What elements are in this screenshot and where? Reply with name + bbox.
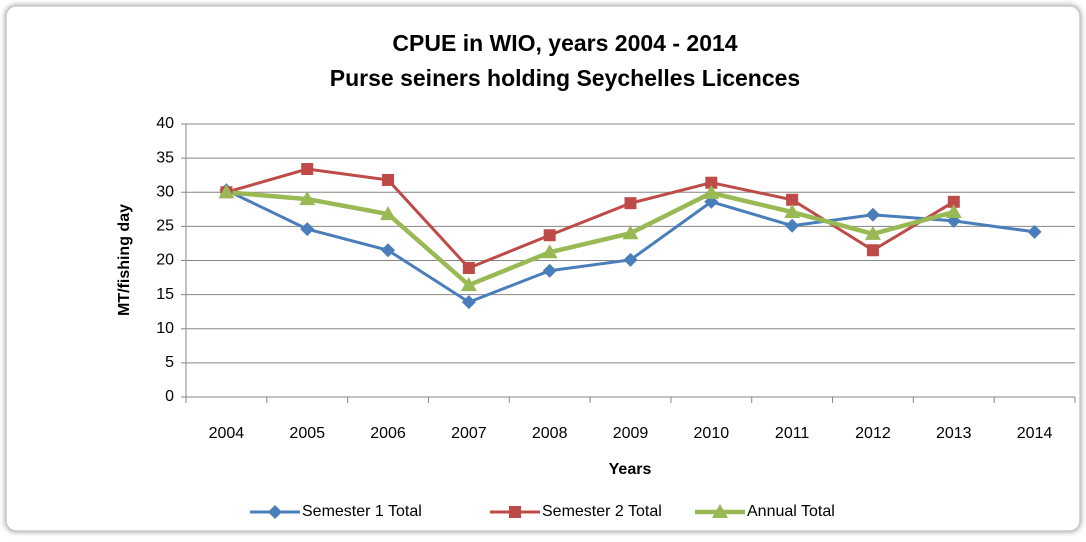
marker: [380, 206, 397, 221]
x-tick-label: 2008: [532, 425, 568, 442]
marker: [623, 252, 638, 267]
marker: [381, 243, 396, 258]
x-tick-label: 2009: [613, 425, 649, 442]
y-tick-label: 0: [165, 388, 174, 405]
chart-subtitle: Purse seiners holding Seychelles Licence…: [330, 65, 800, 91]
y-tick-label: 10: [156, 320, 174, 337]
marker: [462, 262, 475, 275]
legend-label: Annual Total: [747, 503, 835, 520]
x-tick-label: 2005: [289, 425, 325, 442]
marker: [784, 204, 801, 219]
marker: [945, 204, 962, 219]
legend-marker: [712, 504, 728, 518]
marker: [624, 197, 637, 210]
marker: [541, 244, 558, 259]
x-tick-label: 2011: [775, 425, 810, 442]
marker: [300, 222, 315, 237]
marker: [301, 163, 314, 176]
x-tick-label: 2013: [936, 425, 972, 442]
marker: [622, 225, 639, 240]
marker: [218, 184, 235, 199]
x-tick-label: 2007: [451, 425, 487, 442]
y-tick-label: 15: [156, 286, 174, 303]
marker: [543, 229, 556, 242]
marker: [1027, 224, 1042, 239]
marker: [866, 244, 879, 257]
y-tick-label: 5: [165, 354, 174, 371]
chart-title: CPUE in WIO, years 2004 - 2014: [392, 30, 737, 56]
marker: [461, 295, 476, 310]
chart-frame: [5, 5, 1081, 532]
marker: [542, 263, 557, 278]
marker: [786, 193, 799, 206]
marker: [705, 176, 718, 189]
y-tick-label: 35: [156, 149, 174, 166]
x-tick-label: 2004: [209, 425, 245, 442]
x-tick-label: 2012: [855, 425, 891, 442]
y-tick-label: 25: [156, 218, 174, 235]
legend-label: Semester 2 Total: [542, 503, 662, 520]
marker: [947, 195, 960, 208]
marker: [299, 191, 316, 206]
legend-label: Semester 1 Total: [302, 503, 422, 520]
y-tick-label: 30: [156, 183, 174, 200]
legend-marker: [509, 506, 521, 518]
series-line: [226, 190, 955, 288]
marker: [865, 207, 880, 222]
x-tick-label: 2006: [370, 425, 406, 442]
marker: [382, 173, 395, 186]
marker: [785, 218, 800, 233]
legend-marker: [268, 505, 282, 519]
x-axis-title: Years: [609, 461, 652, 478]
x-tick-label: 2010: [694, 425, 730, 442]
marker: [864, 225, 881, 240]
y-tick-label: 40: [156, 115, 174, 132]
y-tick-label: 20: [156, 252, 174, 269]
marker: [703, 184, 720, 199]
marker: [460, 277, 477, 292]
y-axis-title: MT/fishing day: [116, 204, 133, 316]
x-tick-label: 2014: [1017, 425, 1053, 442]
